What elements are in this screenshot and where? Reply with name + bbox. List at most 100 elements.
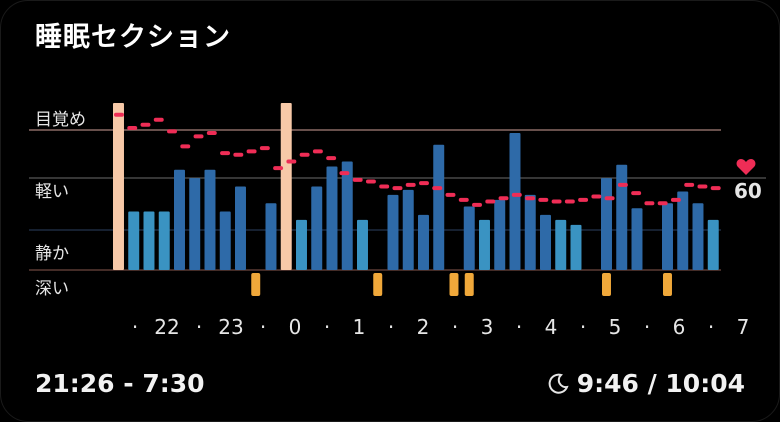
heart-rate-point [193, 134, 204, 139]
heart-rate-point [127, 126, 138, 131]
heart-rate-point [578, 197, 589, 202]
heart-rate-point [432, 186, 443, 191]
sleep-stage-bar [357, 219, 368, 270]
deep-sleep-bar [602, 273, 611, 296]
time-tick-label: 3 [481, 315, 494, 339]
time-tick-label: · [644, 315, 650, 339]
heart-rate-point [684, 182, 695, 187]
time-tick-label: · [132, 315, 138, 339]
time-tick-label: 7 [737, 315, 750, 339]
heart-rate-point [153, 117, 164, 122]
heart-rate-point [246, 149, 257, 154]
time-tick-label: · [196, 315, 202, 339]
sleep-stage-bar [463, 206, 475, 270]
sleep-stage-bar [113, 103, 124, 270]
heart-rate-point [180, 144, 191, 149]
heart-rate-point [286, 159, 297, 164]
time-tick-label: 1 [353, 315, 366, 339]
heart-rate-point [167, 129, 177, 134]
time-tick-label: · [580, 315, 586, 339]
heart-rate-point [657, 201, 668, 206]
sleep-stage-bar [174, 169, 185, 270]
heart-rate-point [326, 156, 337, 161]
deep-sleep-bar [464, 273, 474, 296]
sleep-stage-bar [235, 186, 246, 270]
deep-sleep-bar [251, 273, 261, 296]
heart-rate-point [206, 131, 217, 136]
heart-rate-point [485, 199, 496, 204]
heart-icon [736, 159, 756, 175]
sleep-stage-bar [189, 178, 201, 270]
heart-rate-point [617, 182, 628, 187]
sleep-stage-bar [662, 203, 673, 270]
heart-rate-point [538, 197, 549, 202]
sleep-stage-bar [433, 144, 445, 270]
time-tick-label: 5 [609, 315, 622, 339]
heart-rate-point [445, 192, 456, 197]
heart-rate-point [140, 122, 151, 127]
heart-rate-point [312, 149, 323, 154]
sleep-stage-bar [204, 169, 216, 270]
heart-rate-point [604, 196, 615, 201]
sleep-duration-value: 9:46 / 10:04 [576, 369, 745, 398]
sleep-stage-bar [631, 208, 643, 270]
heart-rate-point [233, 152, 244, 157]
heart-rate-point [379, 184, 390, 189]
sleep-stage-bar [479, 219, 490, 270]
sleep-stage-bar [387, 194, 399, 270]
heart-rate-point [511, 192, 522, 197]
sleep-stage-bar [692, 203, 704, 270]
time-tick-label: 23 [218, 315, 243, 339]
sleep-stage-bar [616, 164, 628, 270]
heart-rate-point [670, 197, 681, 202]
sleep-stage-bar [219, 211, 231, 270]
heart-rate-point [564, 199, 575, 204]
sleep-stage-bar [265, 203, 277, 270]
time-tick-label: · [260, 315, 266, 339]
moon-icon [548, 373, 569, 394]
heart-rate-point [339, 171, 350, 176]
heart-rate-point [220, 151, 231, 156]
heart-rate-point [114, 112, 124, 117]
sleep-chart: · 22 · 23 · 0 · 1 · 2 · 3 · 4 · 5 · 6 · 7 [29, 103, 766, 339]
sleep-stage-bar [677, 191, 689, 270]
time-tick-label: · [452, 315, 458, 339]
heart-rate-point [419, 181, 429, 186]
heart-rate-point [498, 196, 509, 201]
time-tick-label: · [516, 315, 522, 339]
heart-rate-point [392, 186, 403, 191]
time-tick-label: · [324, 315, 330, 339]
deep-sleep-bar [663, 273, 672, 296]
stage-label-awake: 目覚め [35, 110, 86, 130]
sleep-stage-bar [341, 161, 353, 270]
time-tick-label: 22 [154, 315, 179, 339]
heart-rate-point [697, 184, 708, 189]
stage-label-rem: 静か [35, 244, 69, 264]
sleep-stage-bar [509, 133, 521, 270]
time-tick-label: 4 [545, 315, 558, 339]
sleep-stage-bar [540, 214, 551, 270]
heart-rate-point [472, 202, 482, 207]
heart-rate-point [525, 196, 536, 201]
stage-label-light: 軽い [35, 182, 69, 202]
heart-rate-point [299, 152, 310, 157]
heart-rate-point [591, 194, 602, 199]
sleep-stage-bar [707, 219, 719, 270]
time-tick-label: 0 [289, 315, 302, 339]
sleep-stage-bar [326, 166, 338, 270]
sleep-stage-bar [555, 219, 567, 270]
sleep-stage-bar [296, 219, 307, 270]
heart-rate-point [458, 197, 469, 202]
section-title: 睡眠セクション [35, 22, 231, 53]
time-tick-label: 6 [673, 315, 686, 339]
deep-sleep-bar [449, 273, 459, 296]
sleep-duration: 9:46 / 10:04 [547, 369, 745, 398]
sleep-stage-bar [143, 211, 155, 270]
sleep-stage-bar [601, 178, 612, 270]
sleep-stage-bar [280, 103, 292, 270]
sleep-stage-bar [402, 189, 414, 270]
heart-rate-point [259, 146, 270, 151]
heart-rate-point [365, 179, 376, 184]
time-tick-label: 2 [417, 315, 430, 339]
